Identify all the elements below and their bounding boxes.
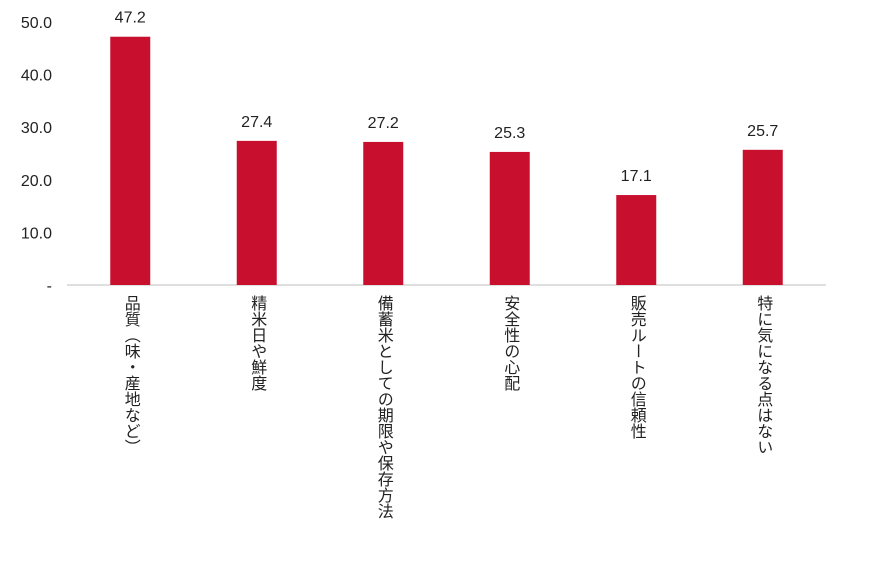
y-tick-label: 30.0 [21, 120, 52, 137]
x-tick-label: 特に気になる点はない [754, 295, 773, 455]
bar [363, 141, 404, 285]
value-label: 27.2 [368, 115, 399, 132]
value-label: 17.1 [621, 168, 652, 185]
y-tick-label: 10.0 [21, 225, 52, 242]
bar [110, 36, 151, 286]
value-label: 27.4 [241, 114, 272, 131]
bar [742, 149, 783, 285]
value-label: 25.3 [494, 125, 525, 142]
y-tick-label: 40.0 [21, 68, 52, 85]
y-tick-label: 20.0 [21, 173, 52, 190]
x-tick-label: 安全性の心配 [501, 295, 520, 391]
y-tick-label: - [47, 278, 52, 295]
x-tick-label: 備蓄米としての期限や保存方法 [375, 295, 394, 519]
x-tick-label: 販売ルートの信頼性 [628, 295, 647, 439]
bar [236, 140, 277, 285]
y-tick-label: 50.0 [21, 15, 52, 32]
x-tick-label: 品質（味・産地など） [122, 295, 141, 455]
value-label: 47.2 [115, 10, 146, 27]
value-label: 25.7 [747, 123, 778, 140]
x-tick-label: 精米日や鮮度 [248, 295, 267, 391]
bar [489, 151, 530, 285]
bar [616, 195, 657, 285]
